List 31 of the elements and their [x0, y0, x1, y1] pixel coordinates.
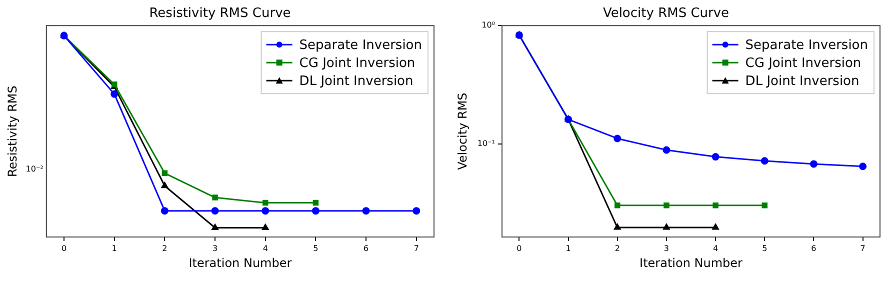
x-tick-label: 4 [713, 244, 718, 253]
y-axis-title: Velocity RMS [455, 92, 470, 170]
legend-label: DL Joint Inversion [299, 74, 414, 89]
x-tick-label: 3 [664, 244, 670, 253]
legend-label: Separate Inversion [745, 38, 868, 53]
legend-label: CG Joint Inversion [299, 56, 416, 71]
legend-label: CG Joint Inversion [745, 56, 862, 71]
x-tick-label: 1 [566, 244, 571, 253]
x-tick-label: 7 [414, 244, 419, 253]
chart-title: Velocity RMS Curve [602, 6, 730, 22]
legend-label: Separate Inversion [299, 38, 422, 53]
x-tick-label: 0 [61, 244, 67, 253]
text: 10⁻² [26, 164, 44, 174]
y-tick-label: 10⁰ [482, 20, 496, 30]
x-tick-label: 0 [516, 244, 522, 253]
x-axis-title: Iteration Number [640, 256, 743, 270]
legend-label: DL Joint Inversion [745, 74, 860, 89]
x-tick-label: 7 [860, 244, 866, 253]
x-tick-label: 6 [811, 244, 816, 253]
x-tick-label: 3 [212, 244, 218, 253]
x-tick-label: 4 [262, 244, 268, 253]
x-tick-label: 2 [162, 244, 168, 253]
chart-title: Resistivity RMS Curve [149, 6, 291, 22]
y-tick-label: 10⁻¹ [477, 138, 496, 148]
x-tick-label: 5 [313, 244, 318, 253]
x-axis-title: Iteration Number [188, 256, 292, 270]
x-tick-label: 6 [363, 244, 369, 253]
x-tick-label: 5 [762, 244, 768, 253]
x-tick-label: 2 [614, 244, 620, 253]
x-tick-label: 1 [112, 244, 117, 253]
y-axis-title: Resistivity RMS [5, 86, 20, 178]
